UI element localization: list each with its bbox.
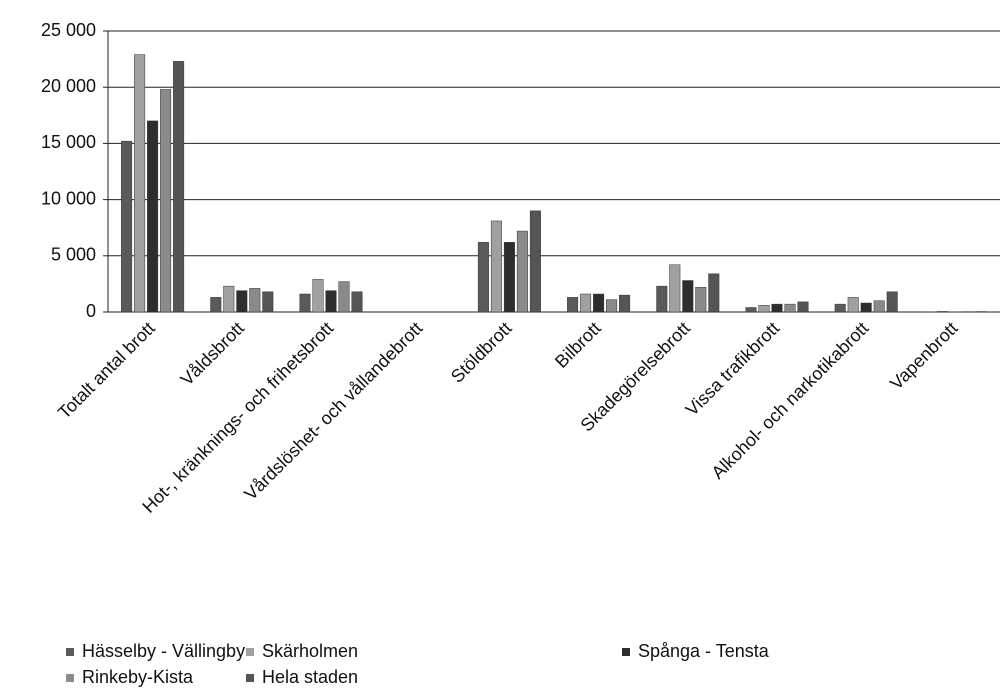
bar	[580, 293, 592, 313]
bar	[325, 290, 337, 313]
bar	[606, 299, 618, 313]
bar	[567, 297, 579, 313]
legend-swatch	[246, 674, 254, 682]
bar	[299, 293, 311, 313]
bar	[669, 264, 681, 313]
bar	[121, 140, 133, 313]
x-tick-label: Stöldbrott	[447, 318, 516, 387]
bar	[886, 291, 898, 313]
legend-swatch	[66, 648, 74, 656]
bar	[834, 303, 846, 313]
bar	[619, 294, 631, 313]
x-tick-label: Alkohol- och narkotikabrott	[708, 318, 873, 483]
x-tick-label: Våldsbrott	[177, 318, 248, 389]
bar	[860, 302, 872, 313]
bar	[160, 89, 172, 313]
bar	[936, 311, 948, 313]
bar	[656, 285, 668, 313]
bar	[477, 242, 489, 313]
bar	[173, 61, 185, 313]
bar	[745, 307, 757, 313]
legend-label: Rinkeby-Kista	[82, 667, 194, 687]
bar	[312, 279, 324, 313]
bar	[490, 220, 502, 313]
bar	[797, 301, 809, 313]
bar	[873, 300, 885, 313]
legend-swatch	[246, 648, 254, 656]
legend-label: Skärholmen	[262, 641, 358, 661]
bar	[134, 54, 146, 313]
x-tick-label: Vapenbrott	[886, 318, 961, 393]
bar	[210, 297, 222, 313]
x-tick-label: Totalt antal brott	[54, 318, 159, 423]
legend-label: Hässelby - Vällingby	[82, 641, 245, 661]
bar	[682, 280, 694, 313]
bar	[236, 290, 248, 313]
bar	[784, 303, 796, 313]
x-tick-label: Vårdslöshet- och vållandebrott	[240, 318, 426, 504]
bar	[516, 230, 528, 313]
bar	[249, 288, 261, 313]
y-tick-label: 0	[86, 301, 96, 321]
bar	[529, 210, 541, 313]
legend-label: Hela staden	[262, 667, 358, 687]
bar	[695, 287, 707, 313]
x-tick-label: Bilbrott	[551, 318, 605, 372]
bar	[593, 293, 605, 313]
bar	[771, 303, 783, 313]
bar	[147, 120, 159, 313]
bar	[351, 291, 363, 313]
bar	[708, 273, 720, 313]
bar	[503, 242, 515, 313]
y-tick-label: 5 000	[51, 245, 96, 265]
legend-swatch	[66, 674, 74, 682]
bar	[758, 305, 770, 313]
x-tick-label: Hot-, kränknings- och frihetsbrott	[138, 318, 337, 517]
bar	[338, 281, 350, 313]
legend-swatch	[622, 648, 630, 656]
legend-label: Spånga - Tensta	[638, 641, 770, 661]
bar	[847, 297, 859, 313]
x-tick-label: Vissa trafikbrott	[682, 318, 784, 420]
bar	[262, 291, 274, 313]
y-tick-label: 25 000	[41, 20, 96, 40]
y-tick-label: 20 000	[41, 76, 96, 96]
bar	[223, 285, 235, 313]
y-tick-label: 15 000	[41, 132, 96, 152]
y-tick-label: 10 000	[41, 188, 96, 208]
